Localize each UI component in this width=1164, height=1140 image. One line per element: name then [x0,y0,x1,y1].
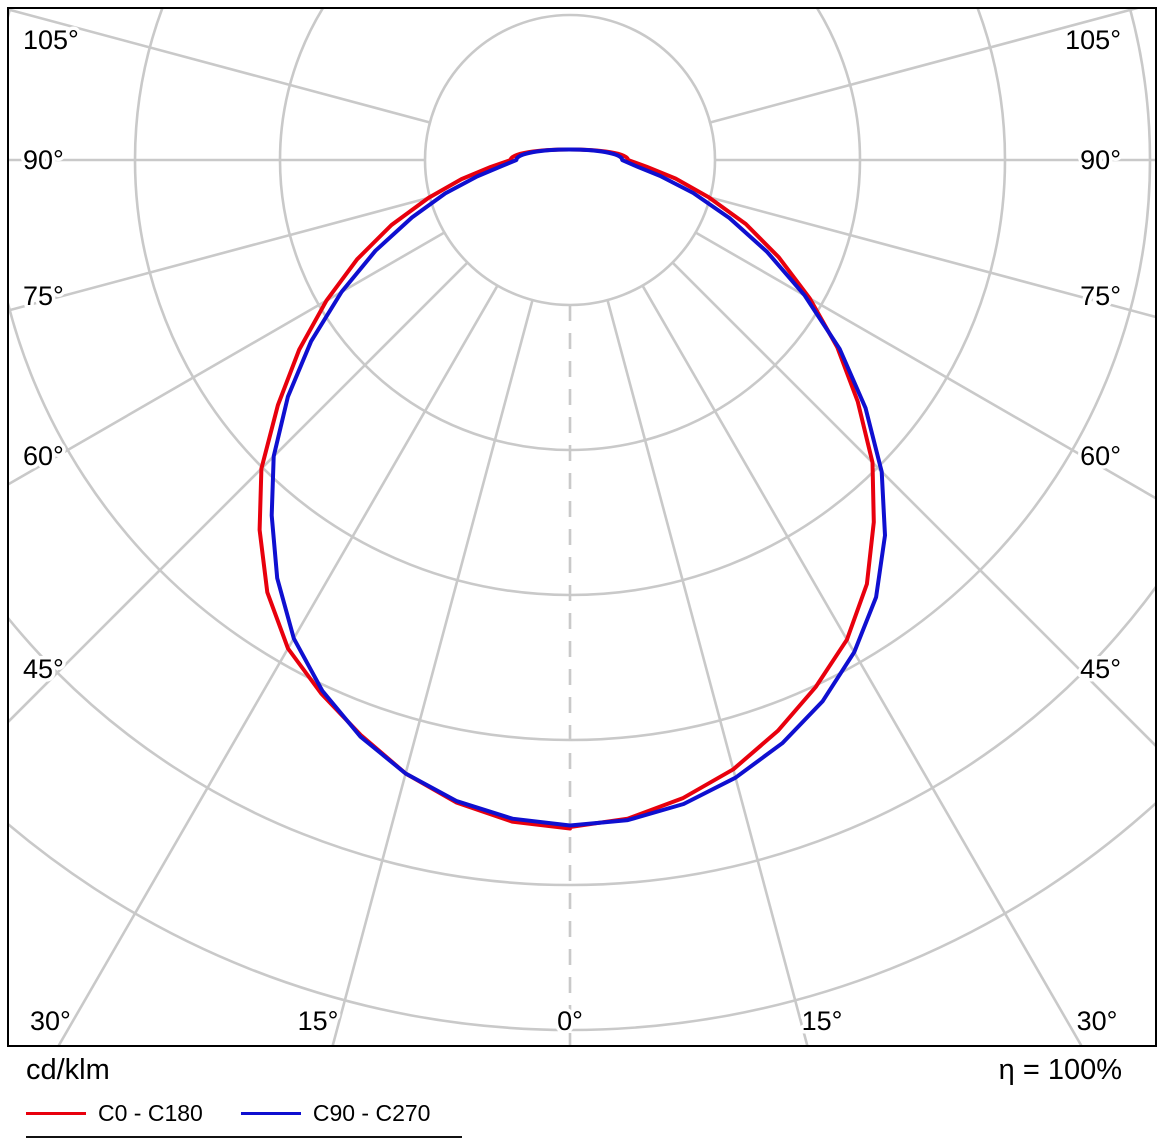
angle-label: 90° [23,145,64,175]
grid-spoke [671,261,1155,747]
grid-ring [9,9,1152,742]
grid-spoke [57,284,499,1045]
legend: C0 - C180 C90 - C270 [26,1100,462,1138]
grid-spoke [694,231,1155,500]
angle-label: 105° [23,25,79,55]
legend-line-c0-c180-swatch [26,1112,86,1115]
angle-label: 0° [557,1006,583,1036]
angle-label: 60° [1080,441,1121,471]
angle-label: 15° [298,1006,339,1036]
legend-label-c90-c270: C90 - C270 [312,1100,431,1126]
grid-spoke [9,261,469,723]
grid-spoke [641,284,1083,1045]
efficiency-label: η = 100% [998,1054,1122,1086]
angle-label: 15° [802,1006,843,1036]
angle-label: 75° [1080,281,1121,311]
angle-label: 75° [23,281,64,311]
grid-spoke [709,196,1155,319]
grid-spoke [9,9,431,124]
grid-ring [9,801,1155,1032]
legend-label-c0-c180: C0 - C180 [98,1100,203,1126]
grid-spoke [331,299,534,1045]
grid-spoke [709,9,1139,124]
angle-label: 30° [30,1006,71,1036]
legend-line-c90-c270-swatch [240,1112,301,1115]
intensity-curve [269,147,887,828]
angle-label: 90° [1080,145,1121,175]
angle-label: 45° [1080,654,1121,684]
legend-item-c90-c270: C90 - C270 [240,1100,431,1127]
polar-diagram: 105° 90° 75° 60° 45° 30° 15° 0° 15° 30° 45° 60° 75° 9… [7,7,1157,1047]
angle-label: 30° [1077,1006,1118,1036]
grid-spoke [9,231,446,486]
angle-label: 105° [1065,25,1121,55]
grid-ring [278,9,862,452]
angle-label: 45° [23,654,64,684]
angle-label: 60° [23,441,64,471]
legend-item-c0-c180: C0 - C180 [26,1100,203,1127]
grid-ring [423,13,717,307]
grid-spoke [9,196,431,312]
grid-spoke [606,299,809,1045]
unit-label: cd/klm [26,1054,110,1086]
polar-diagram-svg: 105° 90° 75° 60° 45° 30° 15° 0° 15° 30° 45° 60° 75° 9… [9,9,1155,1045]
grid-ring [9,585,1155,887]
